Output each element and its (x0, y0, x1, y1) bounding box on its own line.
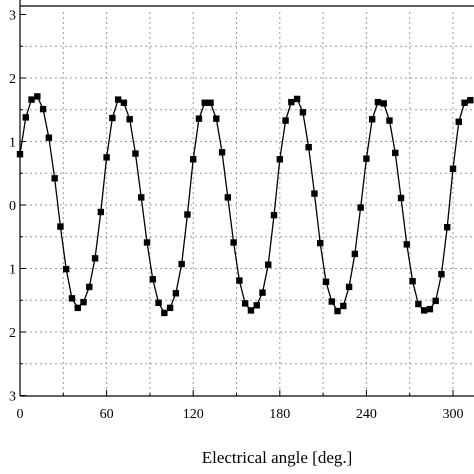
y-tick-label: 1 (9, 263, 16, 278)
data-point (132, 150, 139, 157)
data-point (207, 99, 214, 106)
x-tick-label: 300 (443, 407, 464, 422)
data-point (86, 283, 93, 291)
data-point (155, 299, 162, 306)
data-point (334, 307, 341, 315)
data-point (351, 250, 359, 258)
data-point (172, 290, 180, 297)
data-point (368, 116, 376, 123)
x-tick-label: 180 (269, 407, 290, 422)
data-point (380, 100, 387, 107)
data-point (109, 114, 116, 122)
data-point (415, 300, 422, 308)
data-point (138, 194, 145, 201)
data-point (438, 271, 445, 278)
data-point (340, 302, 347, 310)
data-point (449, 165, 457, 173)
data-point (161, 309, 168, 317)
data-point (195, 115, 203, 122)
data-point (120, 99, 128, 106)
x-tick-label: 120 (183, 407, 204, 422)
data-point (265, 261, 272, 268)
y-tick-label: 3 (9, 390, 16, 405)
data-point (126, 116, 133, 123)
data-point (230, 239, 237, 246)
data-point (461, 99, 468, 106)
data-point (178, 260, 185, 268)
data-point (357, 204, 364, 211)
data-point (467, 97, 474, 104)
data-point (184, 211, 191, 218)
data-point (311, 190, 318, 197)
y-tick-label: 0 (9, 199, 16, 214)
data-point (28, 96, 35, 103)
data-point (201, 99, 208, 106)
data-point (270, 211, 278, 219)
data-point (91, 255, 99, 262)
data-point (403, 241, 411, 248)
data-point (345, 283, 353, 291)
y-tick-label: 3 (9, 9, 16, 24)
data-point (317, 239, 324, 247)
data-point (57, 223, 64, 230)
data-point (253, 302, 260, 309)
data-point (80, 298, 87, 306)
data-point (143, 239, 151, 246)
data-point (426, 305, 434, 313)
data-point (276, 156, 283, 163)
data-point (236, 277, 243, 284)
data-point (293, 95, 301, 103)
data-point (259, 289, 266, 296)
data-point (68, 295, 76, 302)
data-point (432, 297, 439, 305)
data-point (374, 98, 382, 106)
data-point (62, 265, 70, 273)
data-point (288, 98, 295, 106)
data-point (74, 304, 81, 312)
data-series (16, 93, 474, 317)
data-point (363, 155, 370, 162)
data-point (22, 114, 29, 121)
x-tick-label: 60 (100, 407, 114, 422)
data-point (305, 144, 312, 151)
data-point (103, 154, 110, 161)
data-point (397, 194, 405, 202)
data-point (386, 117, 393, 124)
data-point (455, 118, 462, 126)
data-point (190, 156, 197, 163)
data-point (114, 96, 122, 103)
y-tick-label: 2 (9, 72, 16, 87)
data-point (34, 93, 41, 100)
data-point (166, 304, 174, 312)
data-point (420, 307, 428, 314)
x-tick-label: 0 (17, 407, 24, 422)
data-point (97, 208, 105, 216)
data-point (45, 134, 53, 141)
grid (20, 12, 474, 396)
x-tick-label: 240 (356, 407, 377, 422)
data-point (409, 278, 416, 285)
data-point (213, 115, 220, 122)
data-point (282, 117, 289, 124)
data-point (247, 307, 255, 314)
data-point (299, 109, 307, 116)
y-tick-label: 2 (9, 326, 16, 341)
data-point (322, 278, 330, 286)
x-axis-title: Electrical angle [deg.] (202, 448, 353, 467)
data-point (149, 276, 156, 283)
data-point (392, 149, 399, 157)
data-point (39, 105, 47, 113)
data-point (444, 224, 451, 231)
data-point (51, 175, 58, 182)
y-tick-label: 1 (9, 136, 16, 151)
data-point (241, 300, 249, 307)
data-point (224, 194, 232, 201)
data-point (218, 149, 226, 156)
data-point (328, 298, 335, 305)
